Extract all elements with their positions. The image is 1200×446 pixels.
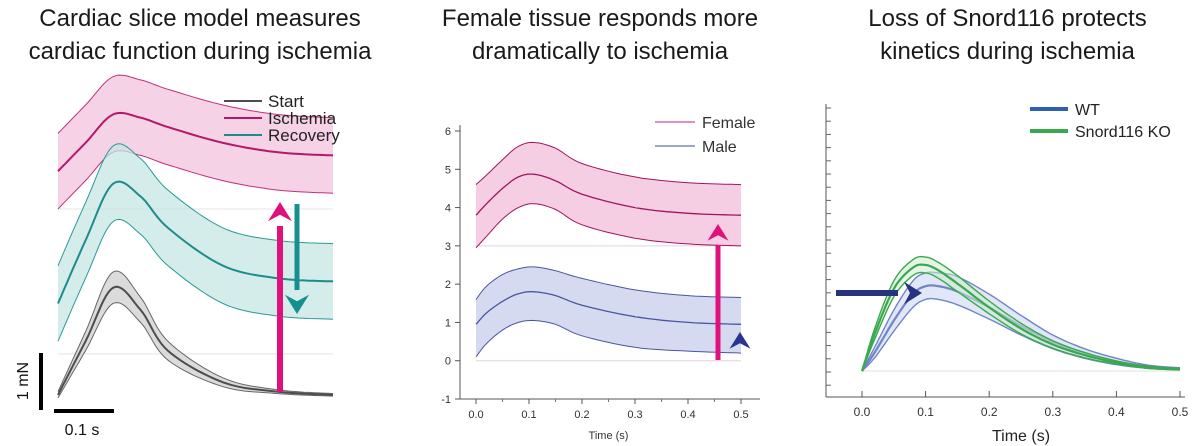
p3-x-tick-label: 0.4 — [1108, 405, 1125, 419]
p3-x-axis-label: Time (s) — [992, 428, 1050, 445]
p3-band-wt — [862, 272, 1180, 371]
p2-legend-label-male: Male — [702, 139, 737, 156]
p2-band-female — [476, 142, 741, 248]
p1-band-upper-ischemia — [57, 74, 334, 134]
male-up-arrow-head — [729, 332, 751, 349]
p3-right-arrow-head — [904, 281, 922, 305]
p2-y-tick-label: 5 — [445, 164, 451, 176]
p3-line-snord116-ko — [860, 263, 1181, 372]
p2-y-tick-label: 2 — [445, 279, 451, 291]
p1-line-ischemia — [57, 111, 334, 172]
p2-y-tick-label: 3 — [445, 241, 451, 253]
p3-x-tick-label: 0.0 — [854, 405, 871, 419]
p3-band-upper-wt — [861, 271, 1181, 372]
p2-line-male — [475, 291, 742, 325]
p3-x-tick-label: 0.1 — [917, 405, 934, 419]
p1-legend-label-ischemia: Ischemia — [268, 109, 337, 128]
p3-band-snord116-ko — [862, 256, 1180, 371]
p1-band-lower-recovery — [57, 218, 334, 342]
p2-band-lower-female — [475, 203, 742, 249]
p2-band-upper-female — [475, 141, 742, 186]
p3-x-tick-label: 0.2 — [981, 405, 998, 419]
p2-y-tick-label: 6 — [445, 126, 451, 138]
p2-y-tick-label: 1 — [445, 317, 451, 329]
p3-x-tick-label: 0.5 — [1172, 405, 1189, 419]
p3-legend-label-wt: WT — [1075, 102, 1100, 119]
p2-x-tick-label: 0.3 — [627, 409, 642, 421]
p2-y-tick-label: 0 — [445, 356, 451, 368]
p2-x-tick-label: 0.2 — [574, 409, 589, 421]
p2-legend-label-female: Female — [702, 115, 755, 132]
p2-y-tick-label: 4 — [445, 203, 451, 215]
panel1-title: Cardiac slice model measures cardiac fun… — [28, 5, 372, 65]
p2-band-upper-male — [475, 266, 742, 300]
ischemia-up-arrow-head — [268, 202, 292, 222]
p1-band-lower-start — [57, 302, 334, 399]
p2-x-tick-label: 0.0 — [468, 409, 483, 421]
p1-line-recovery — [57, 180, 334, 304]
p1-band-start — [58, 271, 333, 398]
p1-band-upper-start — [57, 270, 334, 395]
panel3-chart: 0.0 0.1 0.2 0.3 0.4 0.5 Time (s) WT Snord116 KO — [825, 102, 1189, 445]
p3-x-tick-label: 0.3 — [1044, 405, 1061, 419]
p1-legend-label-start: Start — [268, 92, 304, 111]
p2-band-lower-male — [475, 319, 742, 358]
p1-legend-label-recovery: Recovery — [268, 126, 340, 145]
p1-band-upper-recovery — [57, 143, 334, 266]
panel3-title: Loss of Snord116 protects kinetics durin… — [868, 5, 1147, 65]
p2-x-axis-label: Time (s) — [589, 430, 629, 442]
p1-band-recovery — [58, 143, 333, 342]
p2-x-tick-label: 0.1 — [521, 409, 536, 421]
p1-line-start — [57, 285, 334, 396]
p3-band-upper-snord116-ko — [861, 255, 1181, 372]
p2-x-tick-label: 0.4 — [680, 409, 695, 421]
panel2-chart: -1 0 1 2 3 4 5 6 0.0 0.1 0.2 0.3 0.4 0.5 Time (s) Femal… — [441, 115, 760, 442]
recovery-down-arrow-head — [285, 294, 309, 314]
p1-scalebar-x-label: 0.1 s — [65, 422, 100, 439]
p1-band-ischemia — [58, 75, 333, 209]
panel2-title: Female tissue responds more dramatically… — [441, 5, 759, 65]
female-up-arrow-head — [707, 224, 729, 241]
p3-legend-label-snord116-ko: Snord116 KO — [1075, 124, 1171, 141]
p1-scalebar-y-label: 1 mN — [15, 362, 32, 400]
p2-x-tick-label: 0.5 — [733, 409, 748, 421]
p2-y-tick-label: -1 — [441, 394, 451, 406]
p2-line-female — [475, 173, 742, 216]
p1-band-lower-ischemia — [57, 150, 334, 210]
